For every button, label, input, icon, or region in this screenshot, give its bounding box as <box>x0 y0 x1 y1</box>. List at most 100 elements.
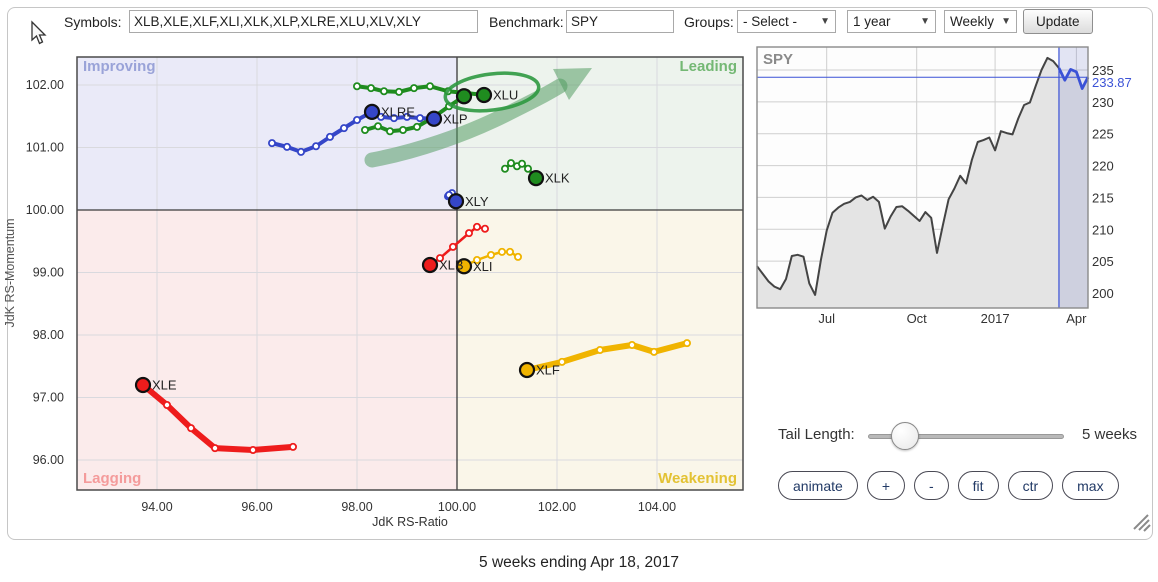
benchmark-label: Benchmark: <box>489 14 564 30</box>
rrg-label-XLK: XLK <box>545 171 570 186</box>
rrg-head-XLU[interactable] <box>475 86 493 104</box>
rrg-label-XLB: XLB <box>439 258 464 273</box>
rrg-tail-point <box>360 126 369 135</box>
rrg-tail-point <box>267 139 276 148</box>
spy-price-line <box>756 56 1060 296</box>
symbols-input[interactable] <box>129 10 478 33</box>
interval-select-value: Weekly <box>950 14 995 29</box>
tail-length-slider[interactable] <box>868 420 1068 456</box>
rrg-tail-point <box>248 445 257 454</box>
toolbar: Symbols: Benchmark: Groups: - Select -▼ … <box>0 8 1158 38</box>
slider-thumb[interactable] <box>891 422 919 450</box>
rrg-tail-point <box>210 444 219 453</box>
rrg-tail-point <box>505 247 514 256</box>
label-improving: Improving <box>83 58 156 75</box>
rrg-tail-point <box>352 116 361 125</box>
spy-y-tick-label: 235 <box>1092 63 1114 78</box>
spy-x-tick-label: Oct <box>907 311 928 326</box>
rrg-tail-point <box>296 147 305 156</box>
tail-length-control: Tail Length: 5 weeks <box>755 420 1155 456</box>
rrg-tail-point <box>524 164 533 173</box>
symbols-label: Symbols: <box>64 14 122 30</box>
x-tick-label: 100.00 <box>438 500 476 514</box>
rrg-tail-point <box>448 242 457 251</box>
rrg-tail-point <box>366 84 375 93</box>
slider-track[interactable] <box>868 434 1064 439</box>
rrg-tail-point <box>186 424 195 433</box>
rrg-tail-point <box>425 82 434 91</box>
rrg-chart[interactable]: Improving Leading Lagging Weakening 94.00 96.… <box>0 45 755 545</box>
rrg-head-XLRE[interactable] <box>363 103 381 120</box>
spy-y-tick-label: 225 <box>1092 127 1114 142</box>
rrg-label-XLF: XLF <box>536 363 560 378</box>
rrg-tail-point <box>472 222 481 231</box>
rrg-label-XLRE: XLRE <box>381 104 415 119</box>
rrg-tail-point <box>596 345 605 354</box>
quadrant-leading <box>457 57 743 210</box>
mouse-cursor <box>31 20 47 45</box>
rrg-tail-point <box>394 87 403 96</box>
groups-select[interactable]: - Select - ▼ <box>737 10 836 33</box>
annotation-ellipse <box>443 71 541 113</box>
rrg-head-XLE[interactable] <box>134 376 152 394</box>
tail-length-label: Tail Length: <box>778 426 855 443</box>
rrg-label-XLU: XLU <box>493 88 518 103</box>
spy-area-fill <box>757 57 1088 309</box>
rrg-tail-point <box>325 132 334 141</box>
zoom-in-button[interactable]: + <box>866 471 905 500</box>
spy-last-price-label: 233.87 <box>1092 75 1132 90</box>
rrg-tail-point <box>409 84 418 93</box>
spy-y-tick-label: 200 <box>1092 286 1114 301</box>
y-tick-label: 99.00 <box>33 266 64 280</box>
spy-tail-window <box>1058 47 1088 308</box>
animate-button[interactable]: animate <box>778 471 858 500</box>
spy-y-tick-label: 230 <box>1092 95 1114 110</box>
rrg-tail-point <box>402 112 411 121</box>
y-tick-label: 98.00 <box>33 328 64 342</box>
rrg-head-XLK[interactable] <box>527 170 545 187</box>
rrg-label-XLI: XLI <box>473 259 493 274</box>
update-button[interactable]: Update <box>1023 9 1093 34</box>
rrg-tail-point <box>162 400 171 409</box>
x-tick-label: 96.00 <box>241 500 272 514</box>
rrg-tail-point <box>311 142 320 151</box>
x-tick-label: 94.00 <box>141 500 172 514</box>
rrg-tail-point <box>379 87 388 96</box>
benchmark-input[interactable] <box>566 10 674 33</box>
label-lagging: Lagging <box>83 470 141 487</box>
quadrant-lagging <box>77 210 457 490</box>
y-tick-label: 96.00 <box>33 453 64 467</box>
x-tick-label: 104.00 <box>638 500 676 514</box>
chevron-down-icon: ▼ <box>920 16 930 27</box>
spy-x-tick-label: Jul <box>818 311 835 326</box>
spy-y-tick-label: 205 <box>1092 254 1114 269</box>
rrg-label-XLE: XLE <box>152 378 177 393</box>
spy-x-tick-label: 2017 <box>981 311 1010 326</box>
annotation-arrow-body <box>364 78 568 168</box>
rrg-head-XLI[interactable] <box>455 258 473 275</box>
rrg-head-XLP[interactable] <box>425 110 443 127</box>
rrg-tail-point <box>464 229 473 238</box>
x-axis-title: JdK RS-Ratio <box>372 515 448 529</box>
x-tick-label: 102.00 <box>538 500 576 514</box>
resize-handle[interactable] <box>1124 505 1154 535</box>
fit-button[interactable]: fit <box>957 471 999 500</box>
chevron-down-icon: ▼ <box>1001 16 1011 27</box>
spy-price-line-recent <box>1057 67 1090 90</box>
rrg-head-XLV[interactable] <box>455 88 473 105</box>
rrg-tail-point <box>415 114 424 123</box>
interval-select[interactable]: Weekly ▼ <box>944 10 1017 33</box>
period-select[interactable]: 1 year ▼ <box>847 10 936 33</box>
groups-select-value: - Select - <box>743 14 798 29</box>
zoom-out-button[interactable]: - <box>914 471 949 500</box>
center-button[interactable]: ctr <box>1007 471 1054 500</box>
rrg-head-XLF[interactable] <box>518 361 536 379</box>
rrg-head-XLY[interactable] <box>447 193 465 210</box>
max-button[interactable]: max <box>1062 471 1119 500</box>
rrg-tail-point <box>385 127 394 136</box>
annotation-arrow-head <box>553 68 592 100</box>
rrg-tail-point <box>389 114 398 123</box>
rrg-head-XLB[interactable] <box>421 256 439 274</box>
plot-border <box>76 56 744 491</box>
